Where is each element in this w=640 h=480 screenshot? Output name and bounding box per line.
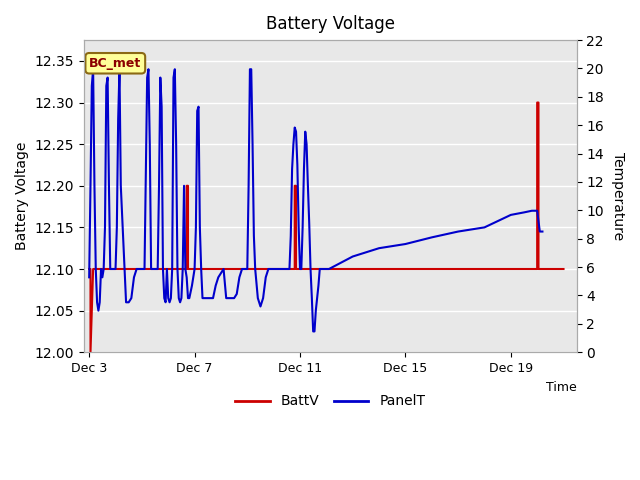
Title: Battery Voltage: Battery Voltage: [266, 15, 395, 33]
Y-axis label: Battery Voltage: Battery Voltage: [15, 142, 29, 251]
Legend: BattV, PanelT: BattV, PanelT: [230, 389, 431, 414]
Text: BC_met: BC_met: [89, 57, 141, 70]
X-axis label: Time: Time: [546, 381, 577, 394]
Y-axis label: Temperature: Temperature: [611, 152, 625, 240]
